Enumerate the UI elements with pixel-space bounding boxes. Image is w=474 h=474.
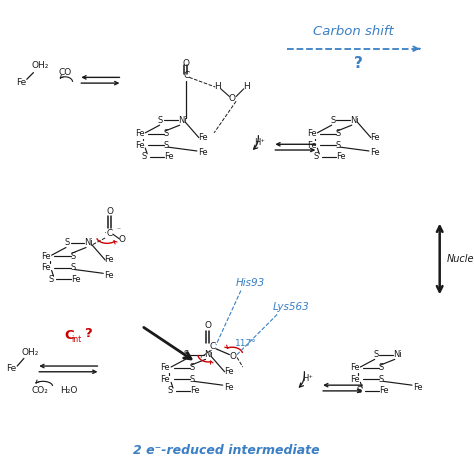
Text: Nucle: Nucle: [447, 254, 474, 264]
Text: Fe: Fe: [224, 383, 233, 392]
Text: S: S: [48, 274, 53, 283]
Text: S: S: [336, 141, 341, 150]
Text: Carbon shift: Carbon shift: [313, 25, 394, 38]
Text: Fe: Fe: [135, 141, 145, 150]
Text: Fe: Fe: [6, 365, 17, 374]
Text: His93: His93: [236, 278, 265, 288]
Text: O: O: [229, 94, 236, 103]
Text: int: int: [72, 335, 82, 344]
Text: 2 e⁻-reduced intermediate: 2 e⁻-reduced intermediate: [133, 444, 320, 456]
Text: O: O: [183, 60, 190, 68]
Text: Fe: Fe: [198, 133, 208, 142]
Text: Ni: Ni: [393, 350, 402, 359]
Text: Ni: Ni: [178, 116, 187, 125]
Text: Fe: Fe: [307, 129, 317, 138]
Text: Fe: Fe: [104, 255, 114, 264]
Text: OH₂: OH₂: [22, 348, 39, 357]
Text: Fe: Fe: [161, 364, 170, 373]
Text: S: S: [379, 364, 384, 373]
Text: O: O: [107, 207, 113, 216]
Text: Fe: Fe: [370, 133, 380, 142]
Text: S: S: [357, 386, 362, 395]
Text: Fe: Fe: [198, 148, 208, 157]
Text: H⁺: H⁺: [302, 374, 313, 383]
Text: Fe: Fe: [41, 252, 51, 261]
Text: S: S: [64, 238, 70, 247]
Text: O: O: [119, 236, 126, 245]
Text: Ni: Ni: [350, 116, 359, 125]
Text: Fe: Fe: [350, 364, 359, 373]
Text: Lys563: Lys563: [273, 302, 310, 312]
Text: S: S: [184, 350, 189, 359]
Text: S: S: [167, 386, 173, 395]
Text: S: S: [330, 116, 335, 125]
Text: S: S: [190, 375, 195, 384]
Text: S: S: [164, 129, 169, 138]
Text: OH₂: OH₂: [31, 62, 49, 71]
Text: Fe: Fe: [337, 152, 346, 161]
Text: S: S: [164, 141, 169, 150]
Text: C: C: [209, 342, 215, 351]
Text: ?: ?: [84, 327, 92, 340]
Text: Fe: Fe: [161, 375, 170, 384]
Text: S: S: [70, 252, 75, 261]
Text: Fe: Fe: [71, 274, 80, 283]
Text: Ni: Ni: [204, 350, 213, 359]
Text: S: S: [158, 116, 163, 125]
Text: S: S: [70, 263, 75, 272]
Text: S: S: [314, 152, 319, 161]
Text: C: C: [183, 71, 190, 80]
Text: Ni: Ni: [84, 238, 93, 247]
Text: ·C: ·C: [104, 228, 114, 237]
Text: ⁻: ⁻: [117, 225, 120, 234]
Text: ?: ?: [354, 56, 363, 72]
Text: Fe: Fe: [224, 367, 233, 376]
Text: H: H: [215, 82, 221, 91]
Text: Fe: Fe: [370, 148, 380, 157]
Text: Fe: Fe: [190, 386, 200, 395]
Text: S: S: [373, 350, 378, 359]
Text: CO: CO: [58, 68, 72, 77]
Text: O: O: [205, 321, 212, 330]
Text: H₂O: H₂O: [60, 386, 78, 395]
Text: Fe: Fe: [164, 152, 174, 161]
Text: Fe: Fe: [380, 386, 389, 395]
Text: O: O: [230, 352, 237, 361]
Text: Fe: Fe: [16, 78, 26, 87]
Text: CO₂: CO₂: [32, 386, 48, 395]
Text: S: S: [379, 375, 384, 384]
Text: S: S: [142, 152, 147, 161]
Text: Fe: Fe: [307, 141, 317, 150]
Text: C: C: [64, 329, 73, 342]
Text: H: H: [243, 82, 250, 91]
Text: S: S: [190, 364, 195, 373]
Text: Fe: Fe: [413, 383, 422, 392]
Text: Fe: Fe: [135, 129, 145, 138]
Text: 117°: 117°: [235, 338, 256, 347]
Text: S: S: [336, 129, 341, 138]
Text: Fe: Fe: [41, 263, 51, 272]
Text: Fe: Fe: [104, 271, 114, 280]
Text: Fe: Fe: [350, 375, 359, 384]
Text: H⁺: H⁺: [255, 138, 265, 147]
